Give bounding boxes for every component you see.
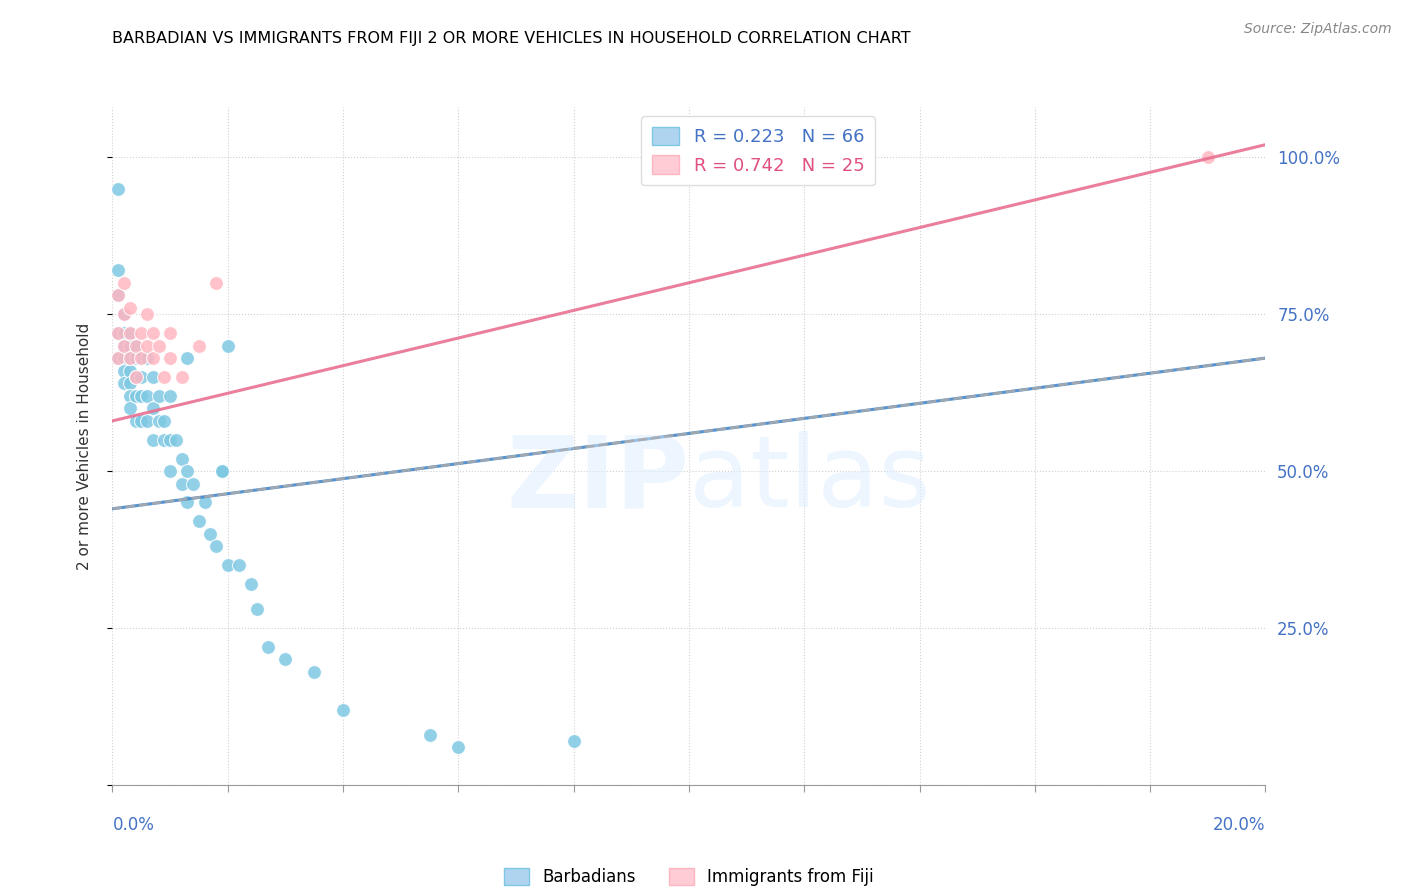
Text: atlas: atlas bbox=[689, 432, 931, 528]
Point bbox=[170, 370, 193, 384]
Point bbox=[118, 326, 141, 340]
Point bbox=[107, 181, 129, 195]
Point bbox=[107, 326, 129, 340]
Point bbox=[153, 433, 176, 447]
Point bbox=[148, 338, 170, 352]
Legend: Barbadians, Immigrants from Fiji: Barbadians, Immigrants from Fiji bbox=[498, 861, 880, 892]
Point bbox=[124, 338, 146, 352]
Point bbox=[118, 351, 141, 365]
Point bbox=[170, 451, 193, 466]
Point bbox=[129, 414, 153, 428]
Point bbox=[112, 338, 135, 352]
Point bbox=[176, 464, 198, 478]
Point bbox=[159, 464, 181, 478]
Point bbox=[332, 703, 354, 717]
Point bbox=[112, 326, 135, 340]
Text: 0.0%: 0.0% bbox=[112, 816, 155, 834]
Text: Source: ZipAtlas.com: Source: ZipAtlas.com bbox=[1244, 22, 1392, 37]
Point bbox=[118, 364, 141, 378]
Point bbox=[205, 276, 228, 290]
Point bbox=[129, 326, 153, 340]
Point bbox=[217, 338, 239, 352]
Point bbox=[118, 301, 141, 315]
Point bbox=[107, 351, 129, 365]
Point bbox=[112, 351, 135, 365]
Point bbox=[181, 476, 204, 491]
Point bbox=[148, 389, 170, 403]
Point bbox=[136, 414, 159, 428]
Point bbox=[112, 307, 135, 321]
Point bbox=[124, 338, 146, 352]
Text: BARBADIAN VS IMMIGRANTS FROM FIJI 2 OR MORE VEHICLES IN HOUSEHOLD CORRELATION CH: BARBADIAN VS IMMIGRANTS FROM FIJI 2 OR M… bbox=[112, 31, 911, 46]
Point bbox=[118, 389, 141, 403]
Point bbox=[142, 326, 165, 340]
Point bbox=[159, 326, 181, 340]
Point bbox=[176, 351, 198, 365]
Point bbox=[129, 351, 153, 365]
Point bbox=[107, 326, 129, 340]
Point bbox=[142, 351, 165, 365]
Point bbox=[148, 414, 170, 428]
Point bbox=[129, 351, 153, 365]
Point bbox=[1197, 150, 1219, 164]
Point bbox=[194, 495, 217, 509]
Point bbox=[107, 288, 129, 302]
Point bbox=[419, 728, 441, 742]
Point bbox=[142, 401, 165, 416]
Point bbox=[211, 464, 233, 478]
Point bbox=[124, 389, 146, 403]
Point bbox=[447, 740, 470, 755]
Point bbox=[304, 665, 326, 679]
Point bbox=[118, 351, 141, 365]
Point bbox=[107, 288, 129, 302]
Point bbox=[274, 652, 297, 666]
Point bbox=[170, 476, 193, 491]
Point bbox=[112, 276, 135, 290]
Point bbox=[118, 326, 141, 340]
Point bbox=[118, 376, 141, 391]
Point bbox=[153, 370, 176, 384]
Point bbox=[136, 351, 159, 365]
Point bbox=[257, 640, 280, 654]
Point bbox=[176, 495, 198, 509]
Point bbox=[159, 351, 181, 365]
Point bbox=[129, 370, 153, 384]
Point bbox=[142, 433, 165, 447]
Point bbox=[217, 558, 239, 573]
Point bbox=[112, 338, 135, 352]
Point bbox=[153, 414, 176, 428]
Point bbox=[124, 370, 146, 384]
Point bbox=[136, 389, 159, 403]
Point bbox=[136, 307, 159, 321]
Point bbox=[159, 389, 181, 403]
Point bbox=[112, 307, 135, 321]
Y-axis label: 2 or more Vehicles in Household: 2 or more Vehicles in Household bbox=[77, 322, 91, 570]
Point bbox=[142, 370, 165, 384]
Point bbox=[159, 433, 181, 447]
Point bbox=[188, 338, 211, 352]
Point bbox=[129, 389, 153, 403]
Point bbox=[124, 414, 146, 428]
Point bbox=[124, 370, 146, 384]
Point bbox=[124, 351, 146, 365]
Point bbox=[112, 364, 135, 378]
Point bbox=[118, 401, 141, 416]
Point bbox=[239, 577, 262, 591]
Point bbox=[107, 351, 129, 365]
Point bbox=[118, 338, 141, 352]
Point bbox=[562, 734, 585, 748]
Point bbox=[200, 527, 222, 541]
Point bbox=[205, 540, 228, 554]
Point bbox=[188, 514, 211, 528]
Point bbox=[228, 558, 250, 573]
Point bbox=[165, 433, 187, 447]
Text: ZIP: ZIP bbox=[506, 432, 689, 528]
Text: 20.0%: 20.0% bbox=[1213, 816, 1265, 834]
Point bbox=[211, 464, 233, 478]
Point bbox=[112, 376, 135, 391]
Point bbox=[136, 338, 159, 352]
Point bbox=[245, 602, 267, 616]
Point bbox=[107, 263, 129, 277]
